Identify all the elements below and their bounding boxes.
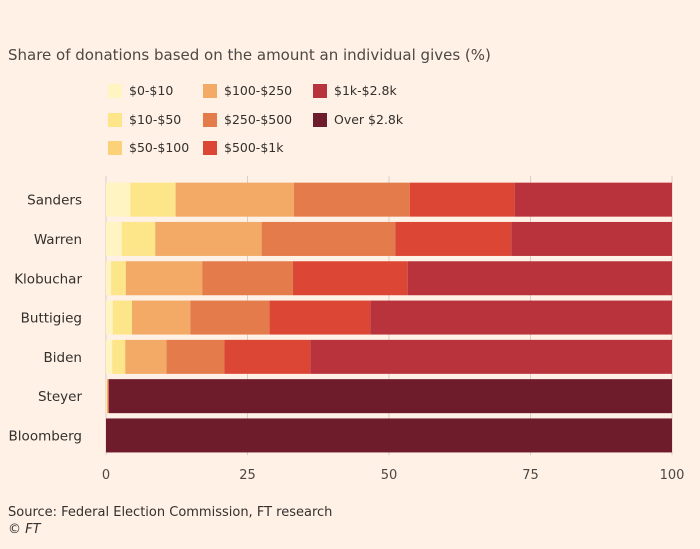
- bar-buttigieg-seg-6: [370, 300, 672, 335]
- legend-label-2: $50-$100: [129, 140, 190, 155]
- bar-biden-seg-6: [310, 339, 672, 374]
- bar-sanders-seg-3: [175, 182, 294, 217]
- category-label-klobuchar: Klobuchar: [14, 271, 82, 287]
- legend-swatch-2: [108, 140, 122, 155]
- bar-steyer-seg-1: [106, 379, 108, 414]
- bar-klobuchar-seg-3: [125, 261, 203, 296]
- category-label-sanders: Sanders: [27, 193, 82, 209]
- bar-biden-seg-3: [125, 339, 167, 374]
- legend-swatch-7: [313, 112, 327, 127]
- legend-swatch-3: [203, 83, 217, 98]
- bar-sanders-seg-4: [293, 182, 410, 217]
- legend-item-0: $0-$10: [108, 83, 173, 98]
- copyright-text: © FT: [8, 522, 41, 537]
- bar-klobuchar-seg-4: [202, 261, 293, 296]
- legend-item-2: $50-$100: [108, 140, 189, 155]
- bar-biden-seg-4: [166, 339, 225, 374]
- bar-buttigieg-seg-3: [132, 300, 191, 335]
- category-label-steyer: Steyer: [38, 389, 82, 405]
- bar-biden-seg-1: [112, 339, 126, 374]
- legend-label-1: $10-$50: [129, 112, 182, 127]
- bar-steyer-seg-0: [106, 379, 107, 414]
- legend-item-7: Over $2.8k: [313, 112, 403, 127]
- bar-klobuchar-seg-6: [407, 261, 672, 296]
- bar-sanders-seg-0: [106, 182, 131, 217]
- legend-item-3: $100-$250: [203, 83, 292, 98]
- category-label-biden: Biden: [44, 350, 82, 366]
- bar-warren-seg-0: [106, 221, 122, 256]
- bar-buttigieg-seg-0: [106, 300, 113, 335]
- bar-buttigieg-seg-4: [190, 300, 270, 335]
- bar-steyer-seg-4: [107, 379, 109, 414]
- legend-label-4: $250-$500: [224, 112, 293, 127]
- legend-label-3: $100-$250: [224, 83, 293, 98]
- x-tick-label-3: 75: [522, 468, 539, 483]
- legend-label-0: $0-$10: [129, 83, 174, 98]
- bar-klobuchar-seg-0: [106, 261, 112, 296]
- chart-title: Share of donations based on the amount a…: [8, 46, 491, 64]
- bar-sanders-seg-1: [130, 182, 176, 217]
- bar-warren-seg-1: [121, 221, 156, 256]
- bar-warren-seg-4: [261, 221, 396, 256]
- legend-item-6: $1k-$2.8k: [313, 83, 397, 98]
- legend-item-4: $250-$500: [203, 112, 292, 127]
- legend-item-1: $10-$50: [108, 112, 181, 127]
- bar-sanders-seg-6: [514, 182, 672, 217]
- legend-swatch-1: [108, 112, 122, 127]
- category-label-bloomberg: Bloomberg: [9, 428, 82, 444]
- legend-label-5: $500-$1k: [224, 140, 284, 155]
- bar-klobuchar-seg-5: [292, 261, 408, 296]
- x-tick-label-4: 100: [660, 468, 685, 483]
- bar-buttigieg-seg-5: [269, 300, 371, 335]
- legend-item-5: $500-$1k: [203, 140, 283, 155]
- legend: $0-$10 $10-$50 $50-$100 $100-$250 $250-$500 $…: [108, 83, 508, 163]
- bar-steyer-seg-7: [108, 379, 672, 414]
- legend-label-6: $1k-$2.8k: [334, 83, 397, 98]
- bar-steyer-seg-3: [107, 379, 108, 414]
- bar-steyer-seg-5: [108, 379, 109, 414]
- legend-swatch-6: [313, 83, 327, 98]
- source-text: Source: Federal Election Commission, FT …: [8, 505, 333, 520]
- category-label-buttigieg: Buttigieg: [21, 311, 82, 327]
- bar-warren-seg-6: [511, 221, 672, 256]
- bar-warren-seg-3: [155, 221, 262, 256]
- category-label-warren: Warren: [34, 232, 82, 248]
- source-note: Source: Federal Election Commission, FT …: [8, 504, 332, 538]
- legend-swatch-4: [203, 112, 217, 127]
- bar-klobuchar-seg-1: [111, 261, 126, 296]
- bar-biden-seg-5: [224, 339, 311, 374]
- x-tick-label-2: 50: [381, 468, 398, 483]
- bar-bloomberg-seg-7: [106, 418, 672, 453]
- bar-warren-seg-5: [395, 221, 512, 256]
- legend-label-7: Over $2.8k: [334, 112, 404, 127]
- legend-swatch-5: [203, 140, 217, 155]
- legend-swatch-0: [108, 83, 122, 98]
- x-tick-label-0: 0: [102, 468, 110, 483]
- bar-sanders-seg-5: [409, 182, 515, 217]
- bar-biden-seg-0: [106, 339, 113, 374]
- x-tick-label-1: 25: [239, 468, 256, 483]
- bar-buttigieg-seg-1: [112, 300, 133, 335]
